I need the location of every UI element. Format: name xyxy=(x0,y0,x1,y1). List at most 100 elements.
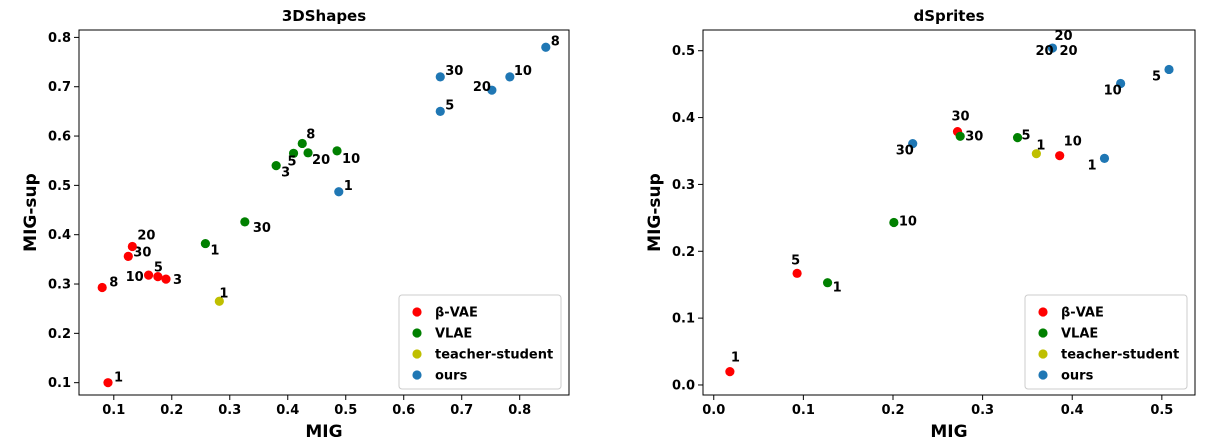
x-tick-label: 0.4 xyxy=(276,403,299,418)
point-label: 20 xyxy=(137,229,155,244)
y-tick-label: 0.1 xyxy=(672,312,695,327)
x-axis-label: MIG xyxy=(930,422,967,442)
point-label: 8 xyxy=(109,275,118,290)
legend-marker xyxy=(1038,370,1048,380)
point-label: 3 xyxy=(281,166,290,181)
point-label: 5 xyxy=(1152,69,1161,84)
x-tick-label: 0.2 xyxy=(160,403,183,418)
data-point xyxy=(334,187,344,197)
data-point xyxy=(303,148,313,158)
legend-marker xyxy=(412,349,422,359)
point-label: 20 xyxy=(1055,29,1073,44)
point-label: 20 xyxy=(1060,44,1078,59)
x-axis-label: MIG xyxy=(305,422,342,442)
panel-dsprites: dSprites 0.0 0.1 0.2 0.3 0.4 0.5 0.0 0.1 0.2 0.3 0.… xyxy=(645,7,1196,442)
y-tick-label: 0.2 xyxy=(48,327,71,342)
data-point xyxy=(1055,151,1065,161)
data-point xyxy=(153,272,163,282)
x-tick-label: 0.1 xyxy=(792,403,815,418)
data-point xyxy=(127,241,137,252)
point-label: 5 xyxy=(288,154,297,169)
point-label: 10 xyxy=(126,270,144,285)
point-label: 10 xyxy=(1104,83,1122,98)
data-point xyxy=(792,268,802,278)
y-tick-label: 0.4 xyxy=(48,228,71,243)
legend-entry: ours xyxy=(435,369,468,384)
legend-marker xyxy=(1038,328,1048,338)
y-tick-label: 0.5 xyxy=(672,44,695,59)
data-point xyxy=(1047,43,1058,53)
point-label: 10 xyxy=(342,152,360,167)
legend-entry: β-VAE xyxy=(1061,306,1104,321)
data-point xyxy=(297,138,307,149)
data-point xyxy=(200,238,211,249)
chart-title: 3DShapes xyxy=(282,7,366,25)
point-label: 1 xyxy=(114,371,123,386)
y-tick-label: 0.5 xyxy=(48,179,71,194)
y-tick-label: 0.3 xyxy=(48,278,71,293)
legend-box xyxy=(398,294,562,390)
point-label: 5 xyxy=(791,253,800,268)
legend-entry: VLAE xyxy=(435,327,472,342)
point-label: 1 xyxy=(210,244,219,259)
y-tick-label: 0.1 xyxy=(48,376,71,391)
legend-entry: VLAE xyxy=(1061,327,1098,342)
legend-marker xyxy=(1038,307,1048,317)
data-point xyxy=(487,85,497,95)
data-point xyxy=(1099,153,1110,163)
point-label: 1 xyxy=(219,286,228,301)
legend-entry: ours xyxy=(1061,369,1094,384)
legend-marker xyxy=(412,370,422,380)
point-label: 1 xyxy=(731,351,740,366)
point-label: 30 xyxy=(952,110,970,125)
data-point xyxy=(955,131,965,141)
data-point xyxy=(505,72,515,82)
point-label: 30 xyxy=(896,144,914,159)
data-point xyxy=(1116,78,1126,89)
plot-frame xyxy=(78,29,570,396)
point-label: 1 xyxy=(344,179,353,194)
x-tick-label: 0.8 xyxy=(508,403,531,418)
point-label: 20 xyxy=(473,80,491,95)
data-point xyxy=(161,274,171,284)
legend-marker xyxy=(1038,349,1048,359)
point-label: 30 xyxy=(965,129,983,144)
data-point xyxy=(288,148,299,158)
point-label: 5 xyxy=(445,98,454,113)
point-label: 5 xyxy=(1022,129,1031,144)
y-axis-label: MIG-sup xyxy=(645,173,665,252)
x-tick-label: 0.3 xyxy=(971,403,994,418)
data-point xyxy=(1012,133,1023,143)
data-point xyxy=(1031,149,1041,159)
point-label: 10 xyxy=(1064,135,1082,150)
point-label: 10 xyxy=(899,215,917,230)
legend-marker xyxy=(412,328,422,338)
y-axis-label: MIG-sup xyxy=(21,173,41,252)
point-label: 20 xyxy=(1036,44,1054,59)
chart-title: dSprites xyxy=(913,7,984,25)
point-label: 1 xyxy=(833,281,842,296)
data-point xyxy=(435,106,445,116)
data-point xyxy=(103,378,113,388)
data-point xyxy=(435,72,445,82)
point-label: 8 xyxy=(306,127,315,142)
y-tick-label: 0.8 xyxy=(48,31,71,46)
x-tick-label: 0.7 xyxy=(450,403,473,418)
point-label: 8 xyxy=(551,34,560,49)
y-tick-label: 0.3 xyxy=(672,178,695,193)
point-label: 20 xyxy=(312,153,330,168)
data-point xyxy=(123,251,133,261)
legend-entry: teacher-student xyxy=(435,348,553,363)
point-label: 3 xyxy=(173,273,182,288)
data-point xyxy=(889,217,899,228)
x-tick-label: 0.1 xyxy=(102,403,125,418)
point-label: 1 xyxy=(1087,158,1096,173)
x-tick-label: 0.5 xyxy=(1150,403,1173,418)
data-point xyxy=(214,296,224,306)
legend-box xyxy=(1024,294,1188,390)
point-label: 5 xyxy=(154,261,163,276)
x-tick-label: 0.5 xyxy=(334,403,357,418)
point-label: 30 xyxy=(445,64,463,79)
legend-marker xyxy=(412,307,422,317)
